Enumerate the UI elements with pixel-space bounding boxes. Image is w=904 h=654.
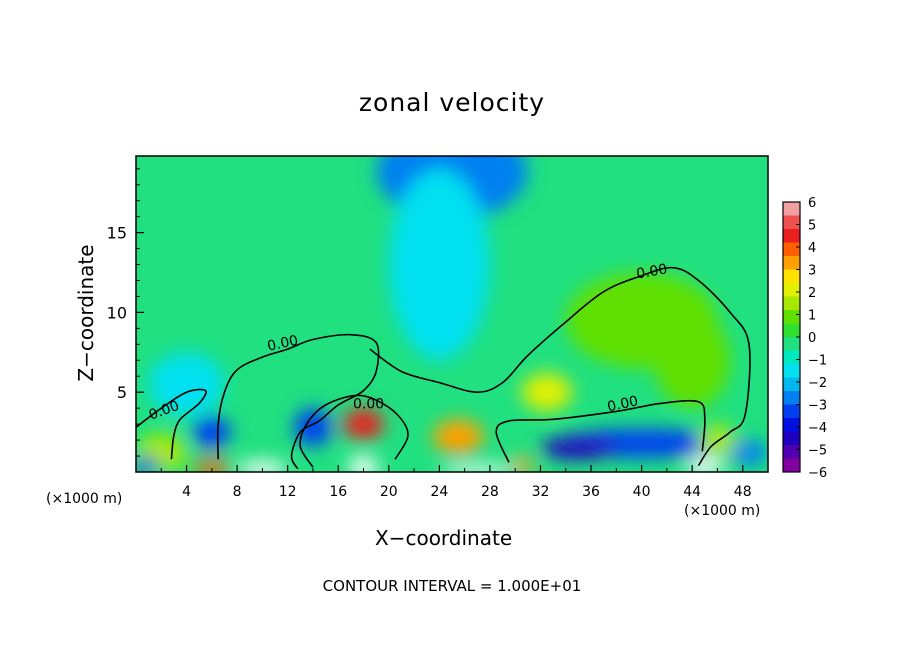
contour-label: 0.00 [606, 393, 640, 415]
field-feature [521, 373, 573, 412]
colorbar-tick-label: 0 [808, 331, 816, 346]
colorbar-swatch [783, 445, 800, 459]
field-feature [388, 168, 490, 361]
y-tick-label: 10 [107, 303, 127, 322]
colorbar-swatch [783, 242, 800, 257]
colorbar-tick-label: −5 [808, 444, 827, 459]
contour-label: 0.00 [266, 333, 300, 355]
colorbar-tick-label: 1 [808, 309, 816, 324]
undefined-region [439, 464, 516, 472]
field-feature [148, 352, 225, 417]
zero-contour-line [299, 394, 409, 468]
colorbar-tick-label: −2 [808, 376, 827, 391]
chart-title: zonal velocity [358, 88, 546, 117]
contour-label: 0.00 [353, 396, 384, 412]
colorbar-tick-label: −3 [808, 399, 827, 414]
x-tick-label: 4 [182, 484, 191, 500]
colorbar-swatch [783, 229, 800, 243]
x-unit-right: (×1000 m) [684, 503, 761, 519]
y-axis-label: Z−coordinate [74, 244, 98, 382]
colorbar-swatch [783, 269, 800, 284]
contour-label: 0.00 [635, 261, 668, 282]
colorbar-tick-label: −1 [808, 354, 827, 369]
colorbar-tick-label: 6 [808, 196, 816, 211]
field-feature [540, 436, 617, 460]
colorbar-swatch [783, 377, 800, 392]
field-feature [730, 440, 768, 466]
colorbar-swatch [783, 337, 800, 351]
zero-contour-line [216, 333, 380, 470]
x-tick-label: 16 [329, 484, 347, 500]
field-feature [192, 416, 231, 449]
colorbar-tick-label: −6 [808, 466, 827, 481]
zero-contour-line [369, 266, 751, 467]
colorbar-swatch [783, 283, 800, 297]
zero-contours [136, 266, 751, 470]
colorbar-tick-label: 2 [808, 286, 816, 301]
colorbar-swatch [783, 391, 800, 405]
x-tick-label: 8 [233, 484, 242, 500]
colorbar-swatch [783, 350, 800, 365]
x-tick-label: 44 [683, 484, 701, 500]
x-axis-label: X−coordinate [375, 526, 513, 550]
x-tick-label: 24 [430, 484, 448, 500]
field-feature [192, 459, 231, 472]
colorbar-swatch [783, 364, 800, 378]
colorbar-swatch [783, 256, 800, 270]
y-axis: 5 10 15 [107, 168, 144, 457]
x-tick-label: 28 [481, 484, 499, 500]
contour-interval-note: CONTOUR INTERVAL = 1.000E+01 [322, 577, 582, 595]
undefined-region [685, 457, 724, 472]
colorbar-tick-label: 4 [808, 241, 816, 256]
colorbar-tick-label: 3 [808, 264, 816, 279]
x-tick-label: 36 [582, 484, 600, 500]
field-feature [136, 457, 159, 472]
field-feature [654, 312, 731, 409]
colorbar-swatch [783, 323, 800, 338]
undefined-region [348, 456, 379, 472]
colorbar-swatch [783, 296, 800, 311]
y-tick-label: 15 [107, 224, 127, 243]
y-tick-label: 5 [117, 383, 127, 402]
colorbar-swatch [783, 215, 800, 230]
x-tick-label: 32 [532, 484, 550, 500]
x-tick-label: 20 [380, 484, 398, 500]
colorbar-tick-label: 5 [808, 219, 816, 234]
field-feature [698, 424, 737, 457]
colorbar: 6 5 4 3 2 1 0 −1 −2 −3 −4 −5 −6 [782, 196, 827, 481]
velocity-field [136, 156, 768, 472]
colorbar-tick-label: −4 [808, 421, 827, 436]
x-tick-label: 12 [279, 484, 297, 500]
field-feature [433, 419, 484, 455]
undefined-region [237, 460, 288, 472]
zero-contour-line [495, 399, 706, 463]
x-axis: 4 8 12 16 20 24 28 32 36 40 44 48 [160, 465, 752, 500]
colorbar-swatch [783, 202, 800, 216]
zero-contour-line [136, 388, 207, 460]
colorbar-swatch [783, 310, 800, 324]
colorbar-swatch [783, 431, 800, 446]
x-unit-left: (×1000 m) [46, 491, 123, 507]
field-feature [343, 408, 384, 441]
x-tick-label: 40 [633, 484, 651, 500]
colorbar-swatch [783, 418, 800, 432]
plot-frame [135, 155, 769, 473]
colorbar-swatch [783, 404, 800, 419]
colorbar-swatch [783, 458, 800, 473]
x-tick-label: 48 [734, 484, 752, 500]
